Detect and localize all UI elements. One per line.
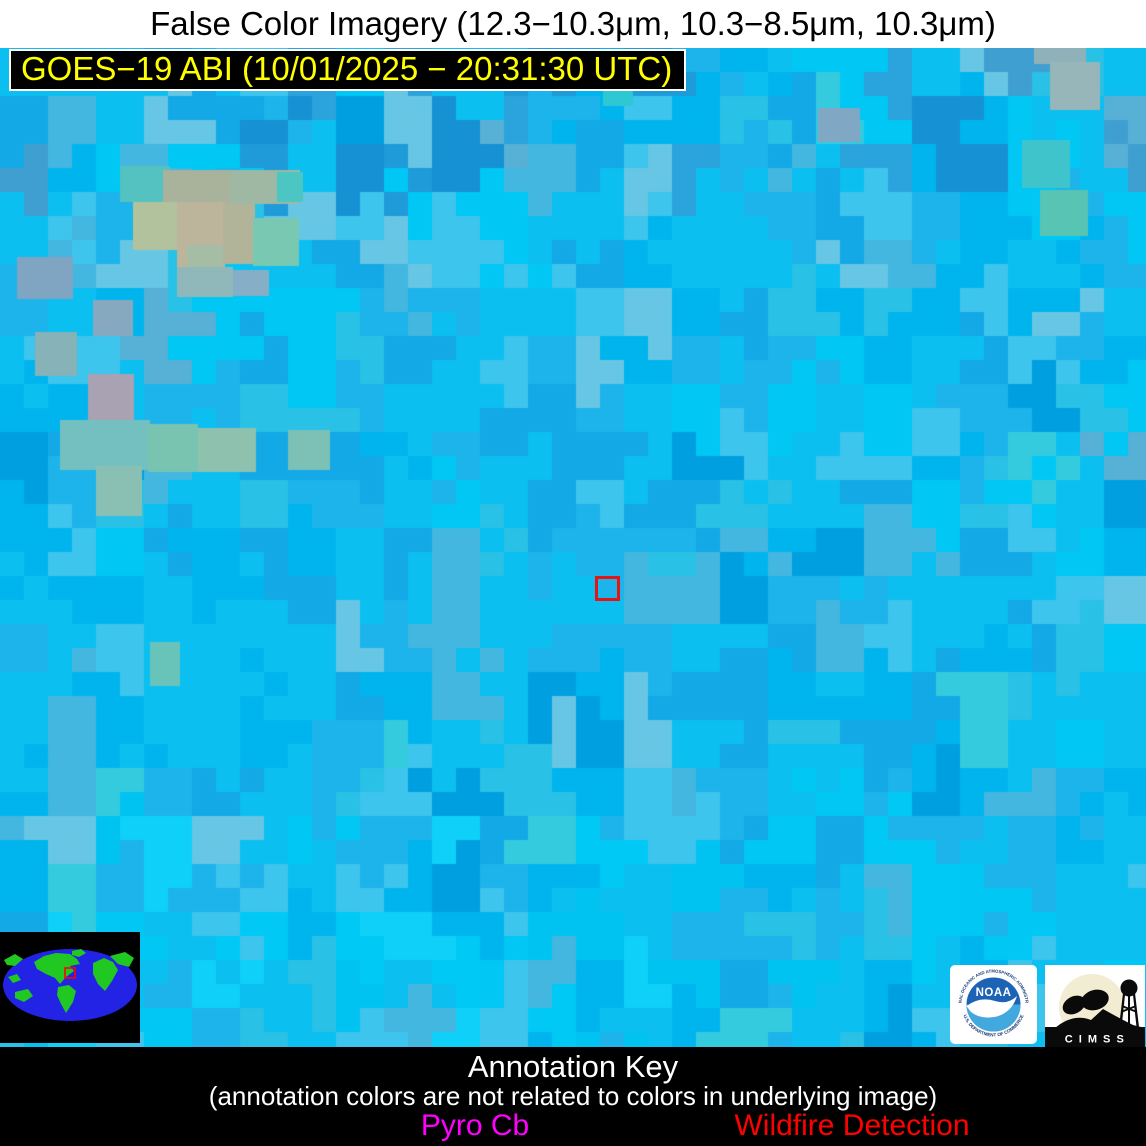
cimss-logo: C I M S S (1045, 965, 1145, 1047)
cimss-logo-text: C I M S S (1065, 1034, 1126, 1046)
cimss-silhouette (1045, 979, 1145, 1047)
satellite-dish-icon (1081, 989, 1109, 1011)
water-tower-leg-icon (1119, 993, 1125, 1027)
title-bar: False Color Imagery (12.3−10.3μm, 10.3−8… (0, 0, 1146, 48)
annotation-key-title: Annotation Key (467, 1049, 679, 1084)
legend-item-wildfire-detection: Wildfire Detection (734, 1109, 970, 1142)
noaa-wave-icon (988, 1006, 1006, 1011)
satellite-label: GOES−19 ABI (10/01/2025 − 20:31:30 UTC) (9, 49, 687, 91)
satellite-label-text: GOES−19 ABI (10/01/2025 − 20:31:30 UTC) (21, 50, 673, 87)
noaa-center-text: NOAA (976, 987, 1012, 999)
annotation-key-footer: Annotation Key (annotation colors are no… (0, 1047, 1146, 1146)
wildfire-annotation-box (595, 576, 620, 601)
globe-landmasses (4, 949, 134, 1013)
globe-locator-inset (0, 932, 140, 1043)
noaa-logo: NOAA NATIONAL OCEANIC AND ATMOSPHERIC AD… (950, 965, 1037, 1044)
satellite-dish-icon (1062, 995, 1086, 1015)
water-tower-leg-icon (1133, 993, 1139, 1027)
page-title: False Color Imagery (12.3−10.3μm, 10.3−8… (150, 5, 996, 42)
noaa-seagull-icon (966, 996, 1017, 1018)
annotation-key-subtitle: (annotation colors are not related to co… (208, 1081, 938, 1111)
water-tower-tank-icon (1120, 979, 1138, 997)
globe-location-marker (64, 967, 76, 979)
satellite-image (0, 48, 1146, 1047)
legend-item-pyro-cb: Pyro Cb (420, 1109, 530, 1142)
